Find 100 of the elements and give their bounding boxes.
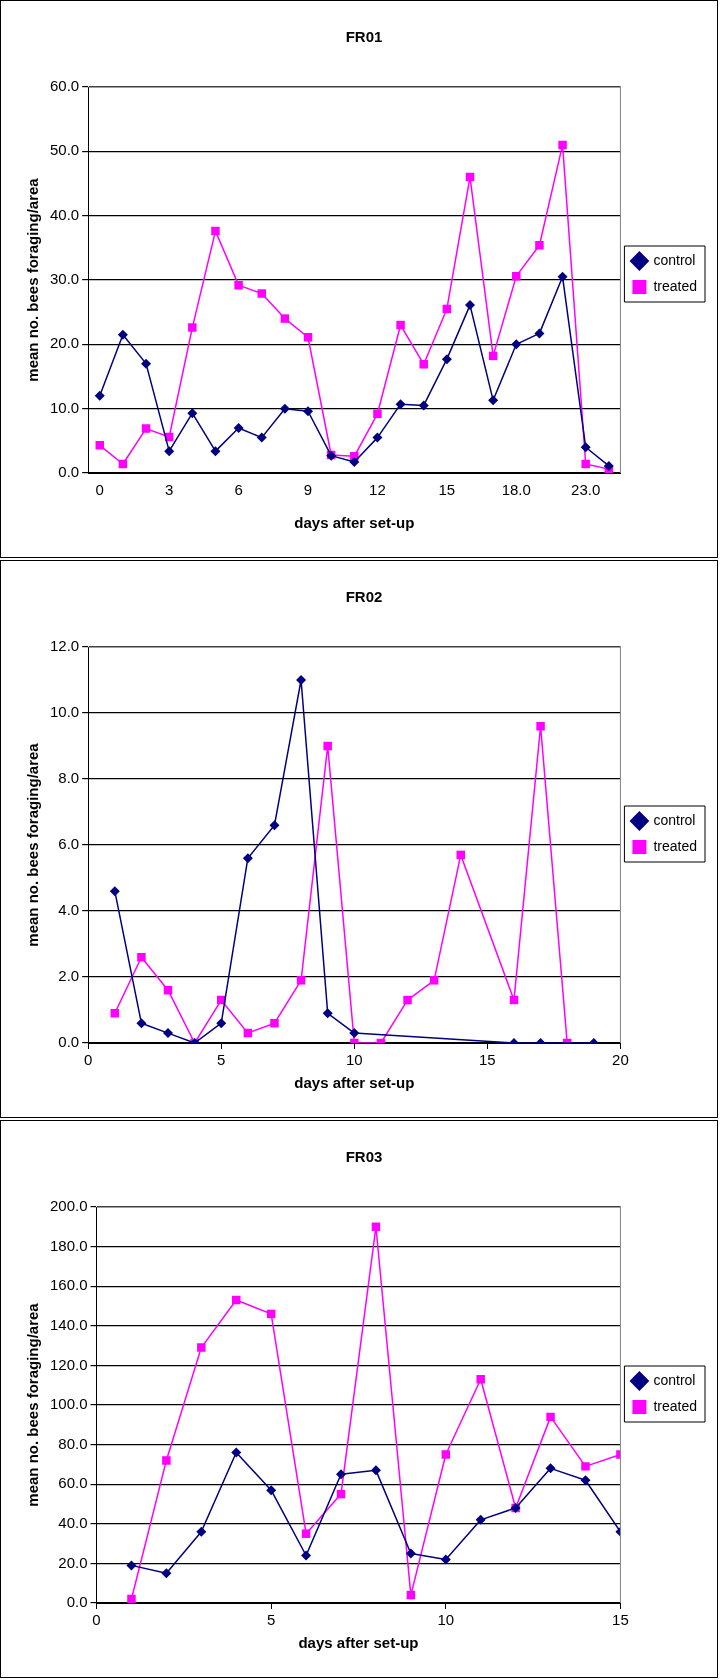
- x-axis-title: days after set-up: [294, 1074, 415, 1092]
- point: [512, 271, 521, 281]
- point: [242, 853, 253, 864]
- legend-label: control: [653, 251, 696, 268]
- point: [323, 741, 332, 751]
- point: [418, 400, 429, 411]
- x-tick-label: 9: [303, 481, 313, 499]
- point: [546, 1412, 555, 1422]
- x-tick-label: 10: [437, 1611, 455, 1629]
- point: [301, 1529, 311, 1538]
- point: [280, 314, 290, 323]
- point: [580, 1475, 591, 1486]
- x-tick-label: 10: [345, 1051, 363, 1069]
- point: [349, 1028, 360, 1039]
- y-tick-label: 80.0: [58, 1434, 88, 1452]
- y-tick-label: 60.0: [58, 1474, 88, 1492]
- y-tick-label: 4.0: [58, 901, 80, 919]
- point: [137, 952, 146, 962]
- point: [581, 459, 590, 469]
- y-tick-label: 0.0: [66, 1593, 88, 1611]
- x-tick-label: 5: [266, 1611, 276, 1629]
- x-tick-label: 20: [612, 1051, 629, 1069]
- legend-label: treated: [653, 1397, 698, 1414]
- point: [440, 1554, 451, 1565]
- point: [197, 1343, 206, 1352]
- point: [336, 1469, 347, 1480]
- y-tick-label: 120.0: [49, 1355, 88, 1373]
- point: [279, 403, 290, 414]
- point: [488, 395, 499, 406]
- x-tick-label: 0: [84, 1051, 93, 1069]
- point: [476, 1375, 485, 1384]
- point: [475, 1514, 486, 1525]
- point: [303, 406, 314, 417]
- point: [126, 1560, 137, 1571]
- point: [429, 976, 439, 985]
- point: [196, 1526, 207, 1537]
- y-tick-label: 40.0: [49, 205, 80, 223]
- chart-title: FR02: [345, 588, 383, 606]
- point: [233, 422, 244, 433]
- chart-title: FR03: [345, 1148, 383, 1166]
- point: [405, 1548, 416, 1559]
- point: [94, 390, 105, 401]
- point: [441, 1450, 451, 1459]
- y-tick-label: 40.0: [58, 1513, 88, 1531]
- point: [511, 339, 522, 350]
- point: [187, 408, 198, 419]
- chart-title: FR01: [345, 28, 383, 46]
- point: [231, 1447, 242, 1458]
- point: [110, 1009, 120, 1018]
- point: [136, 1018, 147, 1029]
- point: [270, 1018, 279, 1028]
- point: [534, 328, 545, 339]
- x-axis-title: days after set-up: [298, 1634, 419, 1652]
- x-tick-label: 6: [234, 481, 243, 499]
- point: [234, 280, 243, 290]
- point: [257, 289, 266, 298]
- point: [370, 1465, 381, 1476]
- legend-label: control: [653, 1371, 696, 1388]
- y-tick-label: 160.0: [49, 1276, 88, 1294]
- point: [296, 976, 306, 985]
- x-tick-label: 15: [479, 1051, 496, 1069]
- point: [535, 241, 544, 250]
- point: [557, 271, 568, 282]
- point: [581, 1462, 590, 1471]
- point: [211, 226, 220, 236]
- point: [109, 886, 120, 897]
- point: [441, 354, 452, 365]
- y-tick-label: 0.0: [58, 1033, 80, 1051]
- y-axis-title: mean no. bees foraging/area: [24, 1302, 42, 1507]
- point: [301, 1550, 312, 1561]
- point: [465, 300, 475, 311]
- y-tick-label: 100.0: [49, 1395, 88, 1413]
- y-tick-label: 20.0: [58, 1553, 88, 1571]
- point: [603, 460, 614, 471]
- legend-label: control: [653, 811, 696, 828]
- point: [545, 1463, 556, 1474]
- x-tick-label: 0: [95, 481, 104, 499]
- point: [161, 1568, 172, 1579]
- y-tick-label: 2.0: [58, 967, 80, 985]
- point: [164, 446, 175, 457]
- point: [163, 1028, 174, 1039]
- y-tick-label: 30.0: [49, 270, 80, 288]
- y-tick-label: 8.0: [58, 769, 80, 787]
- y-tick-label: 50.0: [49, 141, 80, 159]
- point: [396, 320, 405, 330]
- point: [269, 820, 280, 831]
- point: [403, 995, 412, 1005]
- x-tick-label: 23.0: [571, 481, 601, 499]
- x-tick-label: 15: [438, 481, 456, 499]
- point: [127, 1594, 136, 1603]
- point: [256, 432, 267, 443]
- x-tick-label: 18.0: [501, 481, 531, 499]
- y-tick-label: 10.0: [49, 703, 80, 721]
- point: [95, 441, 105, 450]
- legend-label: treated: [653, 837, 698, 854]
- y-tick-label: 20.0: [49, 334, 80, 352]
- point: [117, 329, 128, 340]
- y-tick-label: 140.0: [49, 1315, 88, 1333]
- point: [141, 358, 152, 369]
- point: [141, 424, 151, 433]
